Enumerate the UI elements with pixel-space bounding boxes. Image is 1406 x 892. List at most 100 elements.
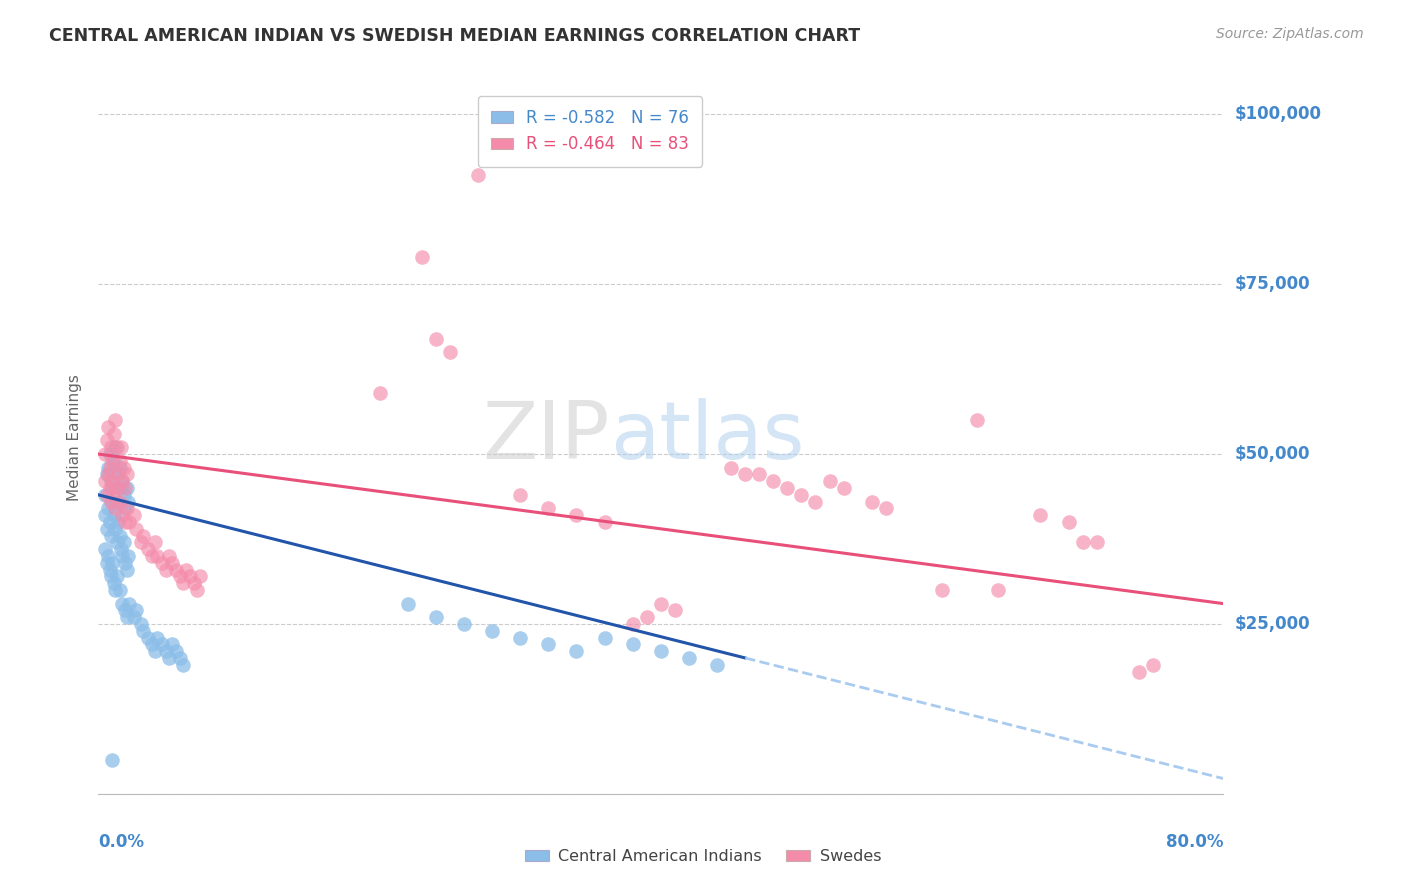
Point: [509, 488, 531, 502]
Legend: R = -0.582   N = 76, R = -0.464   N = 83: R = -0.582 N = 76, R = -0.464 N = 83: [478, 95, 703, 167]
Point: [112, 488, 135, 502]
Point: [97, 549, 120, 563]
Point: [411, 250, 433, 264]
Point: [104, 522, 127, 536]
Point: [100, 528, 122, 542]
Point: [172, 576, 194, 591]
Point: [97, 467, 120, 482]
Point: [94, 475, 117, 489]
Text: $25,000: $25,000: [1234, 615, 1310, 633]
Point: [107, 467, 129, 482]
Point: [117, 549, 139, 563]
Point: [621, 637, 644, 651]
Point: [115, 501, 138, 516]
Text: 0.0%: 0.0%: [98, 833, 145, 851]
Point: [987, 582, 1010, 597]
Point: [1029, 508, 1052, 523]
Point: [105, 569, 128, 583]
Point: [565, 508, 588, 523]
Text: 80.0%: 80.0%: [1166, 833, 1223, 851]
Point: [172, 657, 194, 672]
Point: [118, 597, 141, 611]
Point: [132, 624, 155, 638]
Point: [132, 528, 155, 542]
Point: [146, 631, 169, 645]
Point: [129, 535, 152, 549]
Point: [101, 753, 124, 767]
Point: [111, 475, 134, 489]
Point: [105, 481, 128, 495]
Point: [125, 522, 148, 536]
Point: [97, 501, 120, 516]
Point: [1128, 665, 1150, 679]
Point: [509, 631, 531, 645]
Point: [115, 563, 138, 577]
Point: [110, 542, 132, 557]
Point: [467, 169, 489, 183]
Point: [108, 582, 131, 597]
Point: [105, 440, 128, 454]
Text: atlas: atlas: [610, 398, 804, 476]
Point: [103, 576, 125, 591]
Point: [860, 494, 883, 508]
Point: [114, 501, 136, 516]
Text: CENTRAL AMERICAN INDIAN VS SWEDISH MEDIAN EARNINGS CORRELATION CHART: CENTRAL AMERICAN INDIAN VS SWEDISH MEDIA…: [49, 27, 860, 45]
Point: [636, 610, 658, 624]
Point: [439, 345, 461, 359]
Point: [104, 501, 127, 516]
Point: [98, 447, 121, 461]
Point: [101, 475, 124, 489]
Point: [111, 549, 134, 563]
Point: [100, 569, 122, 583]
Point: [141, 549, 163, 563]
Point: [804, 494, 827, 508]
Legend: Central American Indians, Swedes: Central American Indians, Swedes: [519, 843, 887, 871]
Point: [1071, 535, 1094, 549]
Y-axis label: Median Earnings: Median Earnings: [67, 374, 83, 500]
Point: [1085, 535, 1108, 549]
Point: [103, 508, 125, 523]
Point: [832, 481, 855, 495]
Point: [593, 515, 616, 529]
Point: [111, 597, 134, 611]
Point: [183, 576, 205, 591]
Point: [790, 488, 813, 502]
Point: [150, 637, 173, 651]
Point: [101, 494, 124, 508]
Point: [101, 556, 124, 570]
Point: [169, 569, 191, 583]
Point: [966, 413, 988, 427]
Point: [111, 508, 134, 523]
Point: [179, 569, 201, 583]
Point: [650, 597, 672, 611]
Point: [115, 610, 138, 624]
Point: [122, 610, 145, 624]
Point: [115, 467, 138, 482]
Point: [368, 385, 391, 400]
Point: [98, 460, 121, 475]
Point: [931, 582, 953, 597]
Point: [96, 556, 118, 570]
Point: [100, 440, 122, 454]
Point: [108, 494, 131, 508]
Point: [98, 481, 121, 495]
Point: [565, 644, 588, 658]
Point: [114, 481, 136, 495]
Point: [97, 420, 120, 434]
Point: [143, 535, 166, 549]
Point: [537, 637, 560, 651]
Point: [776, 481, 799, 495]
Point: [818, 475, 841, 489]
Point: [112, 535, 135, 549]
Point: [103, 454, 125, 468]
Point: [157, 549, 180, 563]
Point: [678, 651, 700, 665]
Point: [114, 556, 136, 570]
Point: [122, 508, 145, 523]
Point: [103, 426, 125, 441]
Point: [98, 515, 121, 529]
Point: [94, 508, 117, 523]
Point: [114, 603, 136, 617]
Point: [1142, 657, 1164, 672]
Point: [105, 467, 128, 482]
